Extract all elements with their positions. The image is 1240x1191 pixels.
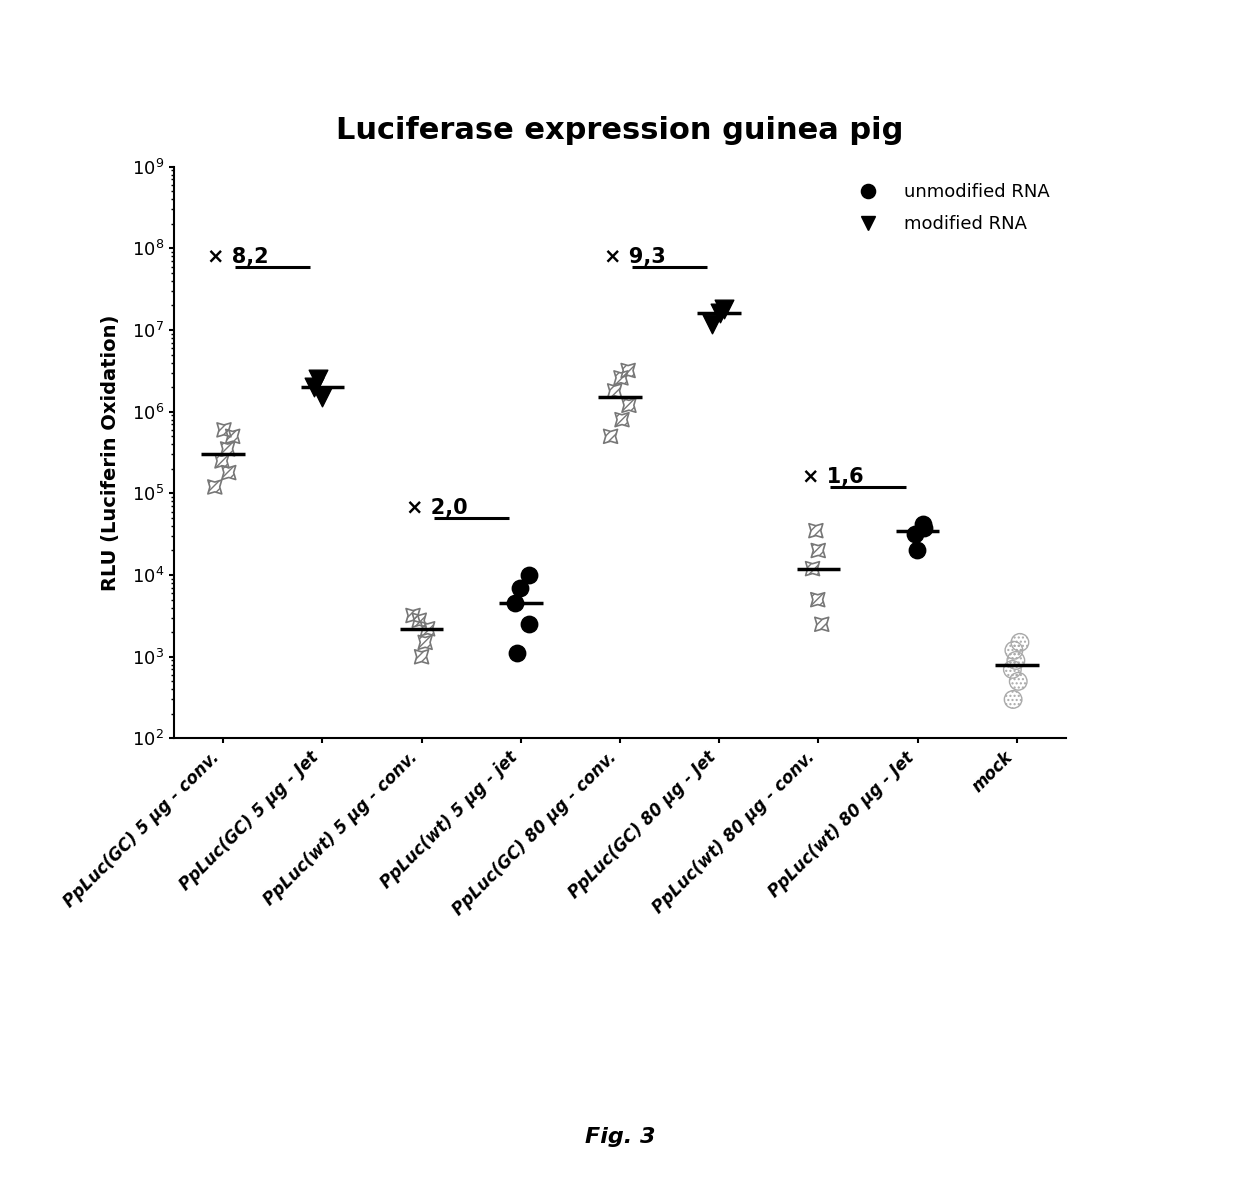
Point — [714, 300, 734, 319]
Point — [613, 410, 632, 429]
Title: Luciferase expression guinea pig: Luciferase expression guinea pig — [336, 116, 904, 145]
Point — [905, 524, 925, 543]
Point — [611, 368, 631, 387]
Point — [600, 426, 620, 445]
Point — [215, 420, 234, 439]
Point — [205, 478, 224, 497]
Point — [802, 559, 822, 578]
Text: × 2,0: × 2,0 — [405, 498, 467, 518]
Text: × 8,2: × 8,2 — [207, 247, 269, 267]
Point — [308, 369, 327, 388]
Point — [1008, 672, 1028, 691]
Point — [409, 611, 429, 630]
Point — [505, 594, 525, 613]
Point — [223, 426, 243, 445]
Point — [403, 606, 423, 625]
Point — [1004, 641, 1024, 660]
Point — [418, 619, 438, 638]
Point — [702, 314, 722, 333]
Point — [1006, 651, 1025, 671]
Point — [619, 395, 639, 414]
Point — [913, 515, 932, 534]
Point — [510, 578, 529, 597]
Point — [218, 439, 238, 459]
Point — [908, 541, 928, 560]
Point — [312, 388, 332, 407]
Point — [415, 632, 435, 651]
Text: × 9,3: × 9,3 — [604, 247, 666, 267]
Y-axis label: RLU (Luciferin Oxidation): RLU (Luciferin Oxidation) — [102, 314, 120, 591]
Point — [507, 644, 527, 663]
Point — [520, 566, 539, 585]
Point — [1011, 632, 1030, 651]
Point — [808, 541, 828, 560]
Point — [619, 361, 639, 380]
Text: × 1,6: × 1,6 — [802, 467, 864, 487]
Point — [914, 518, 934, 537]
Point — [1002, 660, 1022, 679]
Point — [709, 304, 729, 323]
Text: Fig. 3: Fig. 3 — [585, 1128, 655, 1147]
Point — [1003, 690, 1023, 709]
Point — [806, 522, 826, 541]
Point — [412, 647, 432, 666]
Point — [212, 451, 232, 470]
Point — [304, 378, 324, 397]
Point — [520, 615, 539, 634]
Legend: unmodified RNA, modified RNA: unmodified RNA, modified RNA — [843, 176, 1058, 241]
Point — [218, 463, 238, 482]
Point — [807, 590, 827, 609]
Point — [605, 381, 625, 400]
Point — [812, 615, 832, 634]
